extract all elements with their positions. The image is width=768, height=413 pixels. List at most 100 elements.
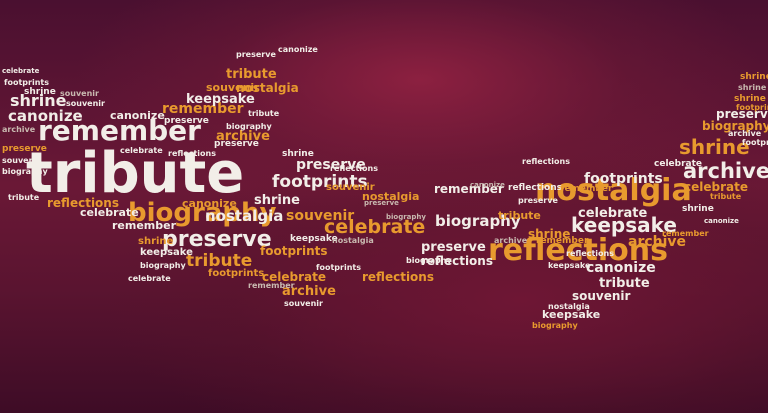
- word-canonize-mid1: canonize: [8, 107, 83, 125]
- word-footprints-mid2: footprints: [260, 244, 328, 258]
- word-shrine-s1: shrine: [24, 87, 56, 97]
- word-preserve-mid3: preserve: [716, 107, 768, 121]
- word-footprints-mid1: footprints: [584, 171, 663, 187]
- word-shrine-s6: shrine: [682, 204, 714, 214]
- word-keepsake-large: keepsake: [571, 213, 677, 237]
- word-souvenir-s3: souvenir: [2, 156, 41, 165]
- word-celebrate-mid3: celebrate: [262, 270, 326, 284]
- word-shrine-mid1: shrine: [10, 91, 67, 110]
- word-remember-large: remember: [38, 114, 201, 147]
- word-biography-s4: biography: [140, 261, 186, 270]
- word-canonize-s4: canonize: [470, 181, 505, 189]
- word-preserve-s1: preserve: [2, 144, 47, 154]
- word-preserve-s4: preserve: [214, 139, 259, 149]
- word-shrine-s2: shrine: [282, 149, 314, 159]
- word-keepsake-mid1: keepsake: [186, 92, 255, 107]
- word-preserve-s5: preserve: [364, 199, 399, 207]
- word-tribute-s1: tribute: [8, 193, 40, 202]
- word-preserve-mid1: preserve: [296, 157, 366, 173]
- word-archive-s2: archive: [494, 236, 528, 245]
- word-remember-s3: remember: [248, 281, 295, 290]
- word-celebrate-mid4: celebrate: [80, 206, 139, 219]
- word-archive-mid3: archive: [282, 284, 336, 299]
- word-reflections-mid1: reflections: [421, 254, 493, 268]
- word-archive-s3: archive: [728, 129, 762, 138]
- word-souvenir-mid3: souvenir: [572, 289, 631, 303]
- word-biography-s5: biography: [406, 256, 452, 265]
- word-remember-mid1: remember: [162, 101, 244, 117]
- word-shrine-s3: shrine: [740, 72, 768, 82]
- word-shrine-mid2: shrine: [254, 193, 300, 208]
- word-keepsake-mid2: keepsake: [542, 308, 600, 321]
- word-remember-s1: remember: [560, 184, 613, 194]
- word-footprints-s4: footprints: [742, 138, 768, 147]
- word-souvenir-s1: souvenir: [60, 89, 99, 98]
- word-souvenir-mid2: souvenir: [286, 208, 354, 224]
- word-reflections-s2: reflections: [330, 164, 378, 173]
- word-biography-s3: biography: [386, 213, 426, 221]
- word-remember-s4: remember: [662, 229, 709, 238]
- word-archive-large: archive: [683, 159, 768, 183]
- word-canonize-s5: canonize: [704, 217, 739, 225]
- word-shrine-large: shrine: [679, 135, 750, 159]
- word-nostalgia-large: nostalgia: [535, 173, 692, 208]
- word-preserve-s6: preserve: [518, 196, 558, 205]
- word-canonize-mid2: canonize: [586, 260, 656, 276]
- word-shrine-mid4: shrine: [138, 236, 174, 247]
- word-keepsake-mid3: keepsake: [140, 247, 193, 258]
- word-tribute-s2: tribute: [248, 109, 280, 118]
- word-reflections-s5: reflections: [566, 249, 614, 258]
- word-keepsake-s1: keepsake: [290, 234, 338, 244]
- word-remember-mid3: remember: [112, 219, 177, 232]
- word-footprints-mid3: footprints: [208, 268, 264, 279]
- word-reflections-mid3: reflections: [47, 196, 119, 210]
- word-nostalgia-s2: nostalgia: [548, 302, 590, 311]
- word-reflections-large: reflections: [488, 233, 668, 268]
- word-reflections-s1: reflections: [168, 149, 216, 158]
- word-celebrate-s3: celebrate: [128, 274, 171, 283]
- word-preserve-large: preserve: [162, 227, 272, 252]
- word-souvenir-s2: souvenir: [66, 99, 105, 108]
- word-celebrate-mid2: celebrate: [684, 180, 748, 194]
- word-preserve-mid2: preserve: [421, 240, 486, 255]
- word-biography-s1: biography: [2, 167, 48, 176]
- word-celebrate-large: celebrate: [324, 216, 425, 238]
- word-tribute-mid2: tribute: [226, 67, 277, 82]
- word-celebrate-mid1: celebrate: [578, 206, 647, 221]
- word-footprints-s3: footprints: [736, 103, 768, 112]
- word-celebrate-s4: celebrate: [654, 159, 702, 169]
- word-remember-s2: remember: [536, 236, 589, 246]
- word-tribute-s3: tribute: [710, 192, 742, 201]
- word-shrine-s5: shrine: [738, 83, 767, 92]
- word-canonize-s2: canonize: [110, 109, 165, 122]
- word-souvenir-mid1: souvenir: [206, 81, 260, 94]
- word-biography-mid2: biography: [702, 119, 768, 133]
- word-biography-s2: biography: [226, 122, 272, 131]
- word-keepsake-s2: keepsake: [548, 261, 591, 270]
- word-archive-mid1: archive: [628, 234, 686, 250]
- word-biography-s6: biography: [532, 321, 578, 330]
- word-shrine-s4: shrine: [734, 94, 766, 104]
- word-nostalgia-mid2: nostalgia: [236, 81, 299, 95]
- word-souvenir-s4: souvenir: [284, 299, 323, 308]
- word-footprints-s1: footprints: [4, 78, 49, 87]
- word-celebrate-s1: celebrate: [2, 67, 40, 75]
- word-souvenir-mid4: souvenir: [326, 182, 375, 193]
- word-nostalgia-s1: nostalgia: [332, 236, 374, 245]
- word-tribute-mid4: tribute: [498, 209, 541, 222]
- word-nostalgia-mid3: nostalgia: [362, 190, 419, 203]
- word-archive-s1: archive: [2, 125, 36, 134]
- word-reflections-s4: reflections: [522, 157, 570, 166]
- word-tribute-mid3: tribute: [599, 276, 650, 291]
- word-shrine-mid3: shrine: [528, 227, 570, 241]
- word-tribute-mid1: tribute: [186, 251, 252, 271]
- word-archive-mid2: archive: [216, 129, 270, 144]
- word-biography-large: biography: [128, 198, 276, 228]
- word-canonize-mid3: canonize: [182, 197, 237, 210]
- word-remember-mid2: remember: [434, 182, 504, 196]
- word-canonize-s3: canonize: [278, 45, 318, 54]
- word-footprints-s2: footprints: [316, 263, 361, 272]
- word-preserve-s3: preserve: [236, 50, 276, 59]
